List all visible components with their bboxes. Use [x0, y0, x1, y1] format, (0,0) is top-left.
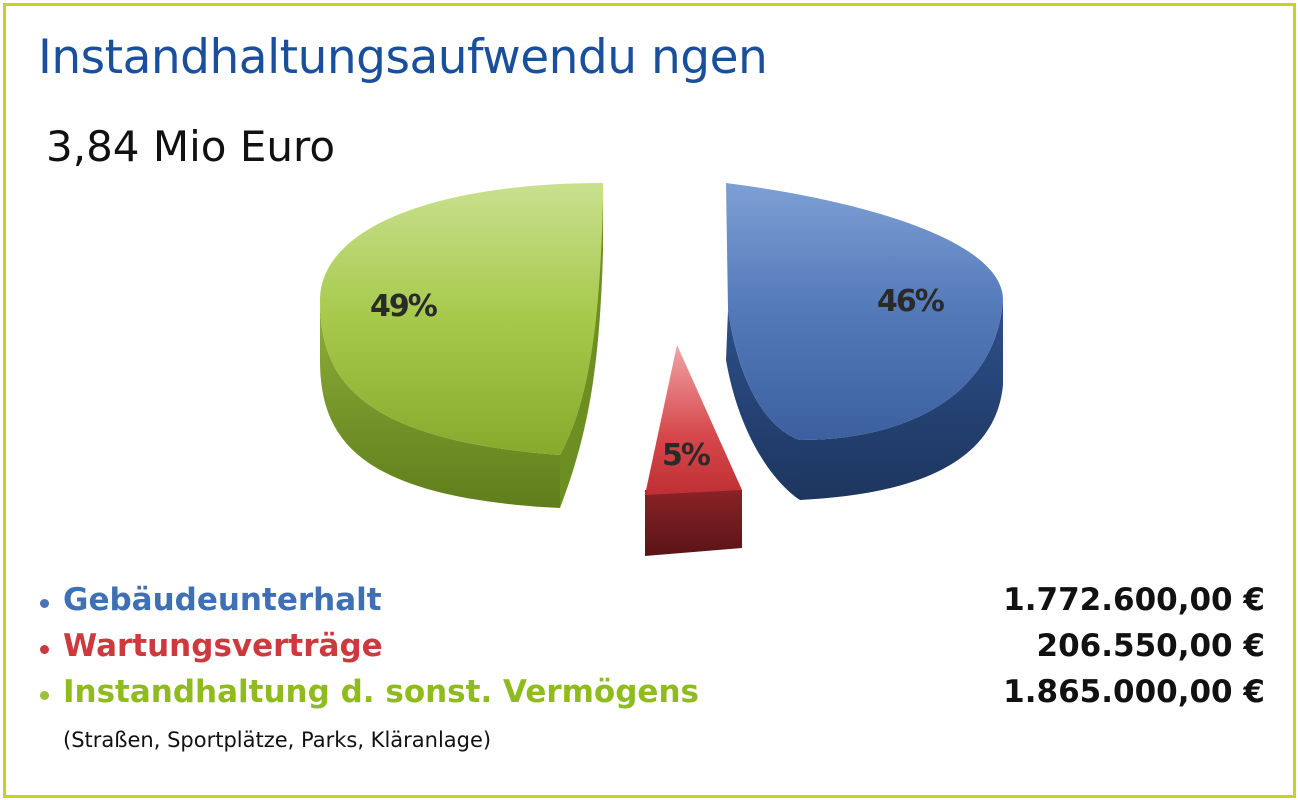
legend-amount-wartungsvertraege: 206.550,00 €: [1036, 628, 1265, 664]
pie-slice-gebaeudeunterhalt-top: [726, 183, 1003, 440]
pie-label-instandhaltung: 49%: [370, 289, 438, 324]
pie-label-wartungsvertraege: 5%: [662, 438, 711, 473]
legend-label-instandhaltung: Instandhaltung d. sonst. Vermögens: [63, 674, 699, 710]
legend-label-wartungsvertraege: Wartungsverträge: [63, 628, 383, 664]
pie-slice-wartungsvertraege: [645, 345, 742, 556]
pie-slice-gebaeudeunterhalt: [726, 183, 1003, 500]
legend-note: (Straßen, Sportplätze, Parks, Kläranlage…: [63, 728, 492, 752]
pie-slice-gebaeudeunterhalt-side-front: [800, 300, 1003, 500]
pie-slice-gebaeudeunterhalt-side: [726, 310, 800, 500]
pie-slice-instandhaltung-top: [320, 183, 603, 455]
pie-slice-instandhaltung: [320, 183, 603, 508]
chart-subtitle: 3,84 Mio Euro: [46, 122, 336, 171]
chart-frame: [3, 3, 1296, 798]
legend-amount-instandhaltung: 1.865.000,00 €: [1003, 674, 1265, 710]
pie-slice-wartungsvertraege-side: [645, 490, 742, 556]
legend-row-instandhaltung: Instandhaltung d. sonst. Vermögens 1.865…: [40, 672, 1265, 718]
pie-slice-instandhaltung-side-right: [560, 183, 603, 508]
legend: Gebäudeunterhalt 1.772.600,00 € Wartungs…: [40, 580, 1265, 718]
legend-row-gebaeudeunterhalt: Gebäudeunterhalt 1.772.600,00 €: [40, 580, 1265, 626]
legend-label-gebaeudeunterhalt: Gebäudeunterhalt: [63, 582, 382, 618]
pie-slice-instandhaltung-side: [320, 300, 560, 508]
legend-amount-gebaeudeunterhalt: 1.772.600,00 €: [1003, 582, 1265, 618]
legend-bullet: [40, 599, 49, 608]
legend-bullet: [40, 691, 49, 700]
legend-bullet: [40, 645, 49, 654]
pie-label-gebaeudeunterhalt: 46%: [877, 284, 945, 319]
legend-row-wartungsvertraege: Wartungsverträge 206.550,00 €: [40, 626, 1265, 672]
pie-slice-wartungsvertraege-top: [645, 345, 742, 495]
chart-title: Instandhaltungsaufwendu ngen: [38, 30, 768, 85]
